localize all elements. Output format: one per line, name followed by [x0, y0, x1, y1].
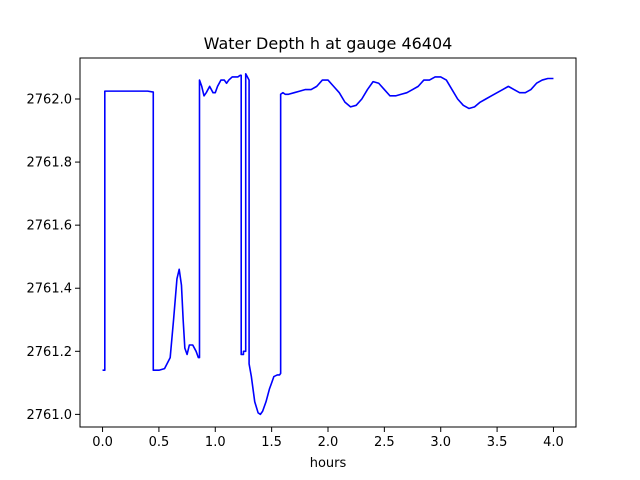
chart-title: Water Depth h at gauge 46404 — [204, 34, 453, 53]
x-tick-label: 2.0 — [318, 435, 339, 450]
x-tick-label: 3.0 — [430, 435, 451, 450]
y-tick-label: 2761.0 — [27, 408, 73, 423]
y-axis: 2761.0 2761.2 2761.4 2761.6 2761.8 2762.0 — [27, 93, 80, 423]
x-tick-label: 1.5 — [261, 435, 282, 450]
y-tick-label: 2761.4 — [27, 282, 73, 297]
x-tick-label: 0.5 — [149, 435, 170, 450]
plot-area — [102, 72, 554, 416]
y-tick-label: 2761.8 — [27, 156, 73, 171]
x-tick-label: 2.5 — [374, 435, 395, 450]
y-tick-label: 2761.2 — [27, 345, 73, 360]
x-tick-label: 0.0 — [92, 435, 113, 450]
x-axis: 0.0 0.5 1.0 1.5 2.0 2.5 3.0 3.5 4.0 — [92, 427, 564, 450]
x-tick-label: 4.0 — [543, 435, 564, 450]
y-tick-label: 2762.0 — [27, 93, 73, 108]
x-tick-label: 3.5 — [487, 435, 508, 450]
x-axis-label: hours — [310, 456, 347, 471]
y-tick-label: 2761.6 — [27, 219, 73, 234]
series-line — [102, 72, 554, 416]
x-tick-label: 1.0 — [205, 435, 226, 450]
